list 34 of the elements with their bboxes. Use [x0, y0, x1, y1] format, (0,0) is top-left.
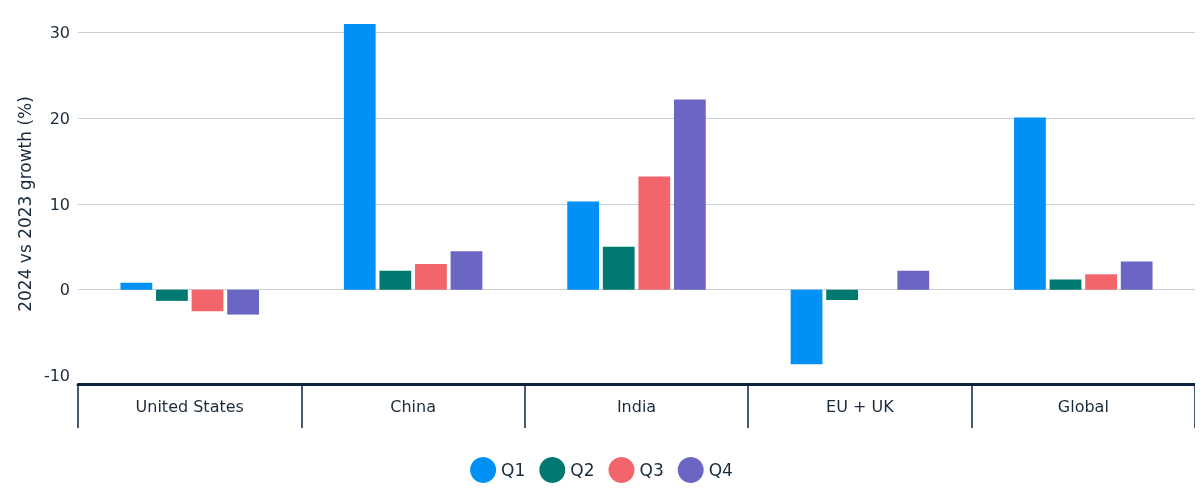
bar: [1120, 261, 1153, 290]
bar: [156, 289, 188, 301]
bar: [191, 289, 224, 312]
x-tick-label: China: [390, 396, 436, 416]
legend-label: Q3: [639, 460, 664, 480]
y-tick-label: 30: [49, 23, 71, 43]
x-tick-label: Global: [1057, 396, 1109, 416]
bar: [450, 251, 483, 290]
bar: [379, 270, 412, 290]
bar: [897, 270, 930, 290]
legend-label: Q2: [570, 460, 595, 480]
bar: [1049, 279, 1082, 290]
y-tick-label: 20: [49, 108, 71, 128]
y-axis-title: 2024 vs 2023 growth (%): [14, 96, 35, 312]
x-tick-label: United States: [135, 396, 244, 416]
y-tick-label: 10: [49, 194, 71, 214]
bar: [120, 282, 153, 290]
bar: [826, 289, 858, 300]
legend-label: Q4: [708, 460, 733, 480]
bar: [602, 246, 635, 290]
bar: [1085, 274, 1117, 290]
bar: [227, 289, 259, 315]
bar: [1014, 117, 1046, 290]
x-tick-label: EU + UK: [826, 396, 895, 416]
bar: [567, 201, 600, 290]
bar: [674, 99, 706, 290]
y-tick-label: 0: [59, 280, 71, 300]
x-tick-label: India: [616, 396, 657, 416]
bar: [790, 289, 823, 365]
bar: [415, 264, 447, 290]
legend-label: Q1: [501, 460, 526, 480]
y-tick-label: -10: [43, 365, 71, 385]
bar: [638, 176, 671, 290]
bar: [343, 24, 376, 290]
